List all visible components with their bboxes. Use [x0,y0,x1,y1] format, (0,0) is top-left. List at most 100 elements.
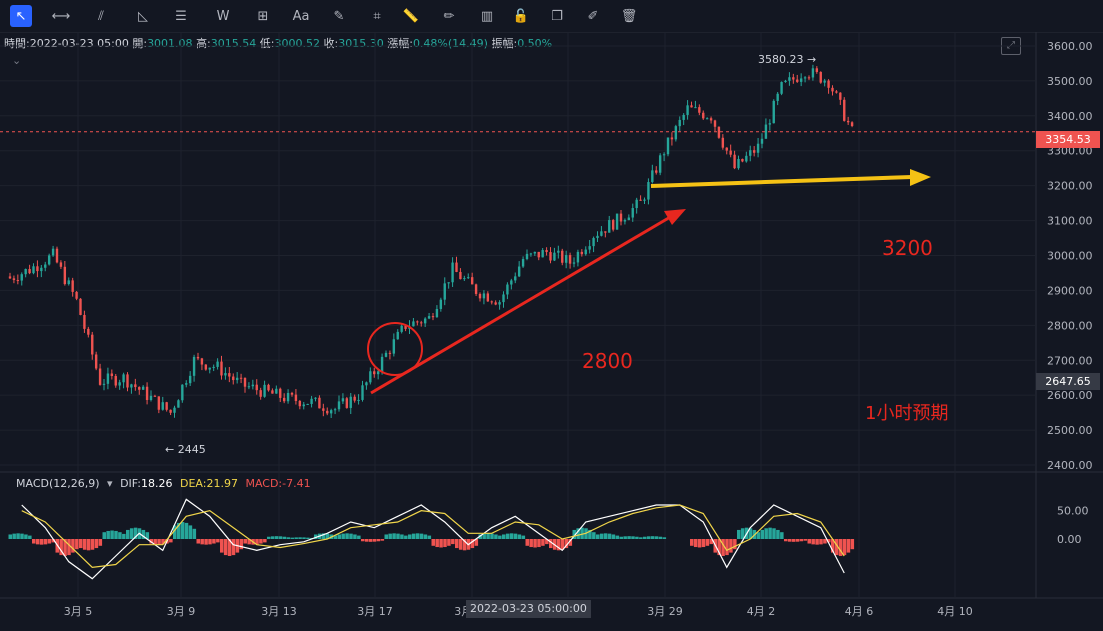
macd-histogram-bar [709,539,714,545]
macd-histogram-bar [850,539,855,550]
chevron-down-icon[interactable]: ▾ [107,477,113,490]
macd-histogram-bar [705,539,710,546]
macd-histogram-bar [415,533,420,539]
brush-icon[interactable]: ✎ [333,8,345,24]
candles-icon[interactable]: ▥ [480,8,494,24]
annotation-note: 1小时预期 [865,403,949,424]
macd-histogram-bar [400,534,404,539]
dea-line [21,504,845,568]
dea-label: DEA: [179,477,207,490]
macd-histogram-bar [795,539,800,542]
fib-lines-icon[interactable]: ☰ [175,8,187,24]
candle-body [717,126,721,138]
candle-body [690,105,693,108]
candle-body [44,264,47,268]
macd-histogram-bar [447,539,451,546]
trash-icon[interactable]: 🗑 [620,8,638,24]
candle-body [431,316,435,318]
measure-triangle-icon[interactable]: ◺ [138,8,148,24]
candle-body [216,361,219,367]
plus-box-icon[interactable]: ⊞ [257,8,269,24]
horizontal-line-icon[interactable]: ⟷ [51,8,71,24]
candle-body [376,371,380,375]
candle-body [768,123,772,125]
macd-histogram-bar [114,530,118,539]
macd-histogram-bar [838,539,843,556]
dea-value: 21.97 [206,477,238,490]
candle-body [459,271,462,280]
candle-body [416,321,419,323]
macd-histogram-bar [831,539,835,553]
macd-histogram-bar [764,528,768,539]
chevron-down-icon[interactable]: ⌄ [12,54,22,67]
macd-histogram-bar [791,539,796,542]
candle-body [267,384,270,391]
candle-body [126,374,129,388]
candle-body [698,107,701,113]
macd-histogram-bar [776,529,780,539]
trend-arrowhead-red [664,209,686,225]
ruler-pattern-icon[interactable]: ⌗ [373,8,381,24]
candle-body [361,385,364,400]
macd-histogram-bar [772,528,776,539]
x-tick-label: 4月 10 [937,605,973,618]
candle-body [835,91,838,93]
x-tick-label: 3月 13 [261,605,297,618]
candle-body [561,250,564,263]
macd-histogram-bar [357,535,361,539]
macd-histogram-bar [122,533,126,539]
candle-body [439,299,443,309]
macd-histogram-bar [404,535,408,539]
text-icon[interactable]: Aa [292,8,310,24]
candle-body [792,77,795,80]
candle-body [185,383,188,385]
candle-body [713,120,717,127]
macd-histogram-bar [192,528,197,539]
candle-body [400,325,403,332]
candle-body [353,396,356,401]
candle-body [651,170,654,183]
y-tick-label: 3100.00 [1047,215,1093,228]
candle-body [655,170,658,173]
candle-body [91,334,94,355]
candle-body [545,250,548,253]
candle-body [549,252,552,261]
copy-icon[interactable]: ❐ [551,8,563,24]
lock-icon[interactable]: 🔓 [512,8,530,24]
candle-body [568,255,572,264]
candle-body [310,398,313,404]
cursor-icon[interactable]: ↖ [10,5,32,27]
y-tick-label: 3500.00 [1047,75,1093,88]
macd-histogram-bar [623,536,627,539]
candle-body [498,302,501,305]
macd-histogram-bar [63,539,67,556]
macd-histogram-bar [204,539,208,545]
candle-body [55,248,59,263]
candle-body [529,253,533,255]
candle-body [247,386,251,388]
trend-arrowhead-yellow [910,169,931,186]
macd-histogram-bar [834,539,839,556]
candle-body [192,356,196,376]
macd-histogram-bar [799,539,804,542]
candle-body [47,255,51,265]
macd-histogram-bar [419,533,424,539]
ruler-icon[interactable]: 📏 [402,8,420,24]
candle-body [173,407,176,413]
edit-icon[interactable]: ✐ [587,8,599,24]
wave-pattern-icon[interactable]: W [216,8,230,24]
macd-histogram-bar [384,534,388,539]
candle-body [286,392,290,402]
pencil-icon[interactable]: ✏ [443,8,455,24]
candle-body [212,366,215,368]
candle-body [737,158,740,169]
dif-label: DIF: [120,477,141,490]
macd-histogram-bar [39,539,44,545]
macd-histogram-bar [43,539,48,545]
macd-histogram-bar [333,535,338,539]
candle-body [674,126,678,140]
macd-histogram-bar [549,539,553,549]
macd-histogram-bar [803,539,808,541]
trend-lines-icon[interactable]: ⫽ [98,8,104,24]
